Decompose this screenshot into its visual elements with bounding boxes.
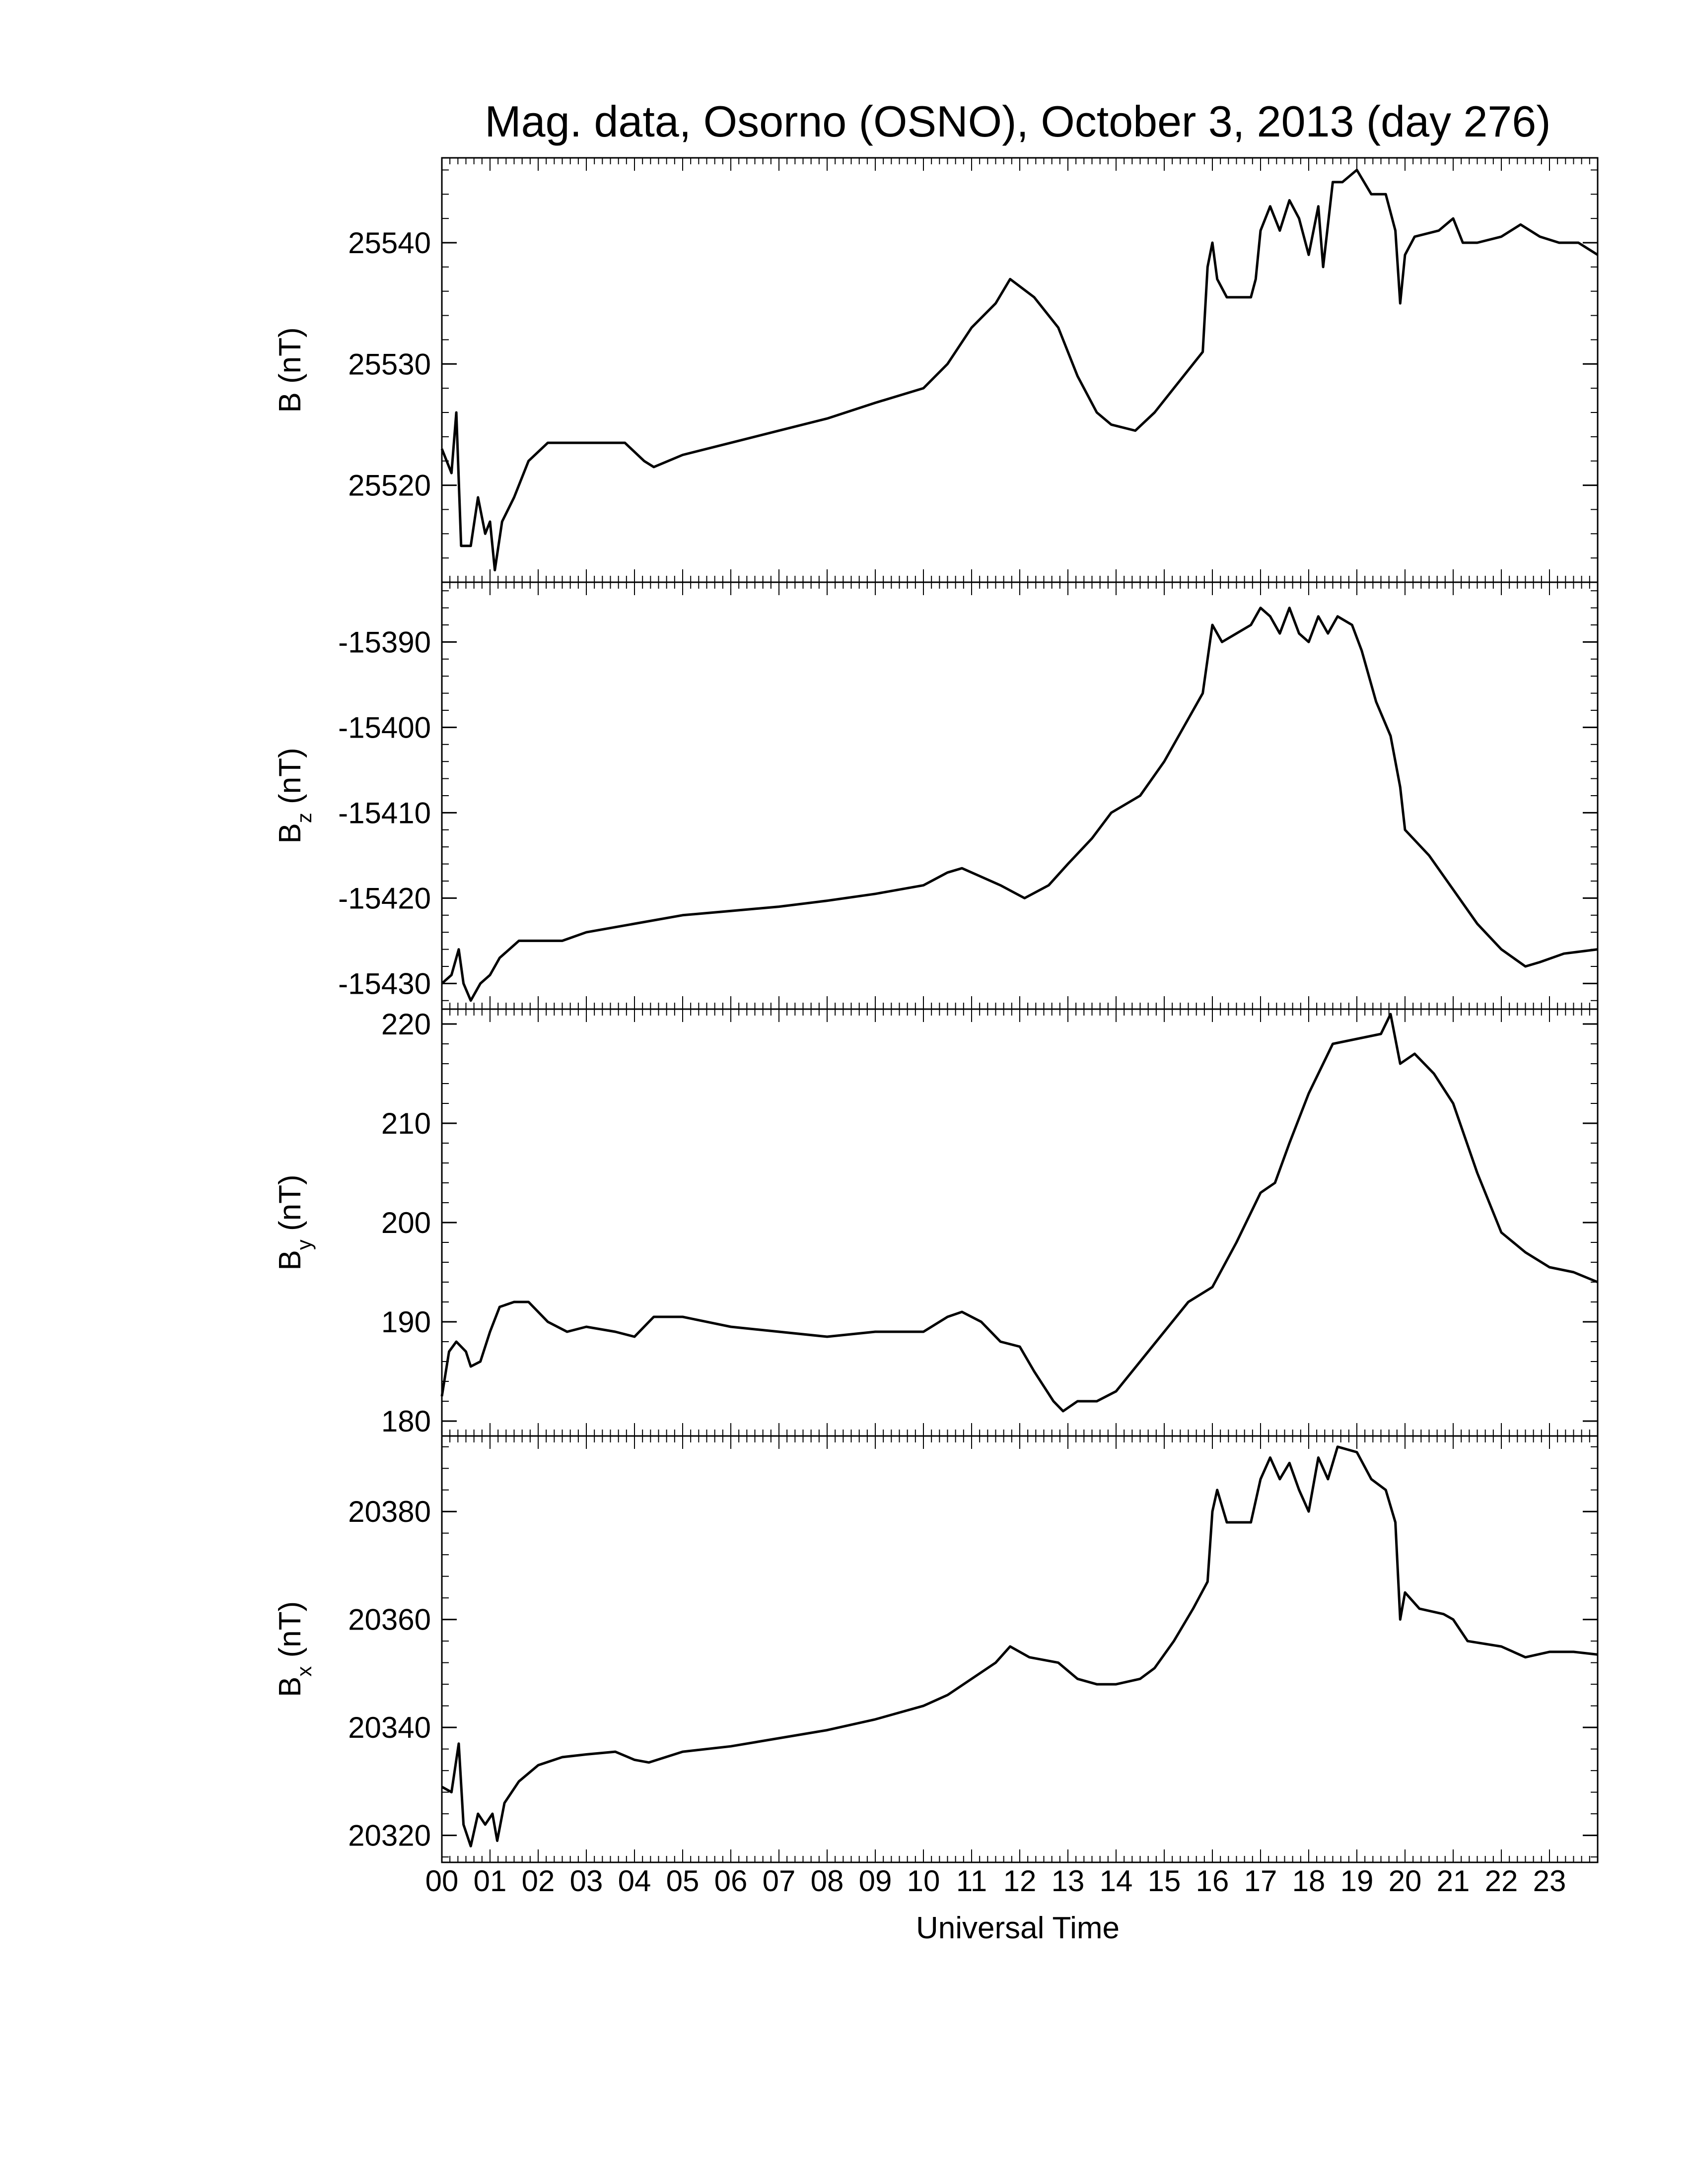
x-tick-label: 11 <box>956 1864 987 1898</box>
x-tick-label: 14 <box>1100 1864 1133 1898</box>
y-tick-label: 180 <box>381 1405 431 1438</box>
x-tick-label: 15 <box>1148 1864 1181 1898</box>
y-tick-label: 25520 <box>348 469 431 502</box>
panel-4: 20320 20340 20360 20380 Bx (nT) <box>273 1435 1599 1863</box>
series-line <box>441 607 1598 1002</box>
x-tick-label: 05 <box>666 1864 700 1898</box>
y-tick-label: 200 <box>381 1206 431 1239</box>
x-tick-label: 02 <box>522 1864 555 1898</box>
panel-1: 25520 25530 25540 B (nT) <box>273 157 1599 583</box>
y-axis-label: By (nT) <box>273 1174 316 1270</box>
panel-3: 180 190 200 210 220 By (nT) <box>273 1008 1599 1438</box>
y-tick-label: -15420 <box>338 882 431 915</box>
y-tick-label: 210 <box>381 1107 431 1140</box>
y-axis-label: Bx (nT) <box>273 1601 316 1697</box>
y-tick-label: 20360 <box>348 1603 431 1637</box>
y-tick-label: 220 <box>381 1008 431 1041</box>
x-tick-label: 07 <box>763 1864 796 1898</box>
y-axis-label: B (nT) <box>273 327 307 412</box>
y-tick-label: 20320 <box>348 1819 431 1852</box>
x-tick-label: 04 <box>618 1864 651 1898</box>
x-tick-label: 08 <box>811 1864 844 1898</box>
x-tick-label: 01 <box>474 1864 507 1898</box>
x-tick-label: 23 <box>1533 1864 1566 1898</box>
x-tick-label: 17 <box>1244 1864 1277 1898</box>
panel-2: -15430 -15420 -15410 -15400 -15390 Bz (nT) <box>273 581 1599 1010</box>
y-tick-label: 25540 <box>348 226 431 260</box>
y-tick-label: -15410 <box>338 796 431 829</box>
series-line <box>440 1013 1598 1413</box>
x-tick-label: 06 <box>714 1864 748 1898</box>
y-tick-label: 25530 <box>348 347 431 381</box>
series-line <box>441 1445 1598 1847</box>
y-tick-label: -15400 <box>338 711 431 744</box>
x-tick-label: 10 <box>907 1864 940 1898</box>
panel-frame <box>441 1008 1599 1437</box>
y-tick-label: -15430 <box>338 967 431 1000</box>
x-tick-label: 00 <box>425 1864 459 1898</box>
x-axis-label: Universal Time <box>916 1911 1120 1945</box>
x-tick-label: 22 <box>1485 1864 1518 1898</box>
series-line <box>440 168 1599 572</box>
x-tick-label: 19 <box>1340 1864 1374 1898</box>
panel-frame <box>441 157 1599 583</box>
x-tick-label: 03 <box>570 1864 603 1898</box>
x-tick-label: 21 <box>1437 1864 1470 1898</box>
x-tick-label: 13 <box>1052 1864 1085 1898</box>
x-tick-label: 09 <box>859 1864 892 1898</box>
y-tick-label: 20340 <box>348 1711 431 1744</box>
panel-frame <box>441 1435 1599 1863</box>
y-tick-label: -15390 <box>338 625 431 659</box>
chart-title: Mag. data, Osorno (OSNO), October 3, 201… <box>485 97 1550 146</box>
panel-frame <box>441 581 1599 1010</box>
y-tick-label: 20380 <box>348 1495 431 1528</box>
x-tick-label: 18 <box>1292 1864 1326 1898</box>
x-tick-label: 20 <box>1389 1864 1422 1898</box>
x-tick-label: 12 <box>1003 1864 1037 1898</box>
y-tick-label: 190 <box>381 1305 431 1339</box>
y-axis-label: Bz (nT) <box>273 748 316 843</box>
x-tick-label: 16 <box>1196 1864 1229 1898</box>
